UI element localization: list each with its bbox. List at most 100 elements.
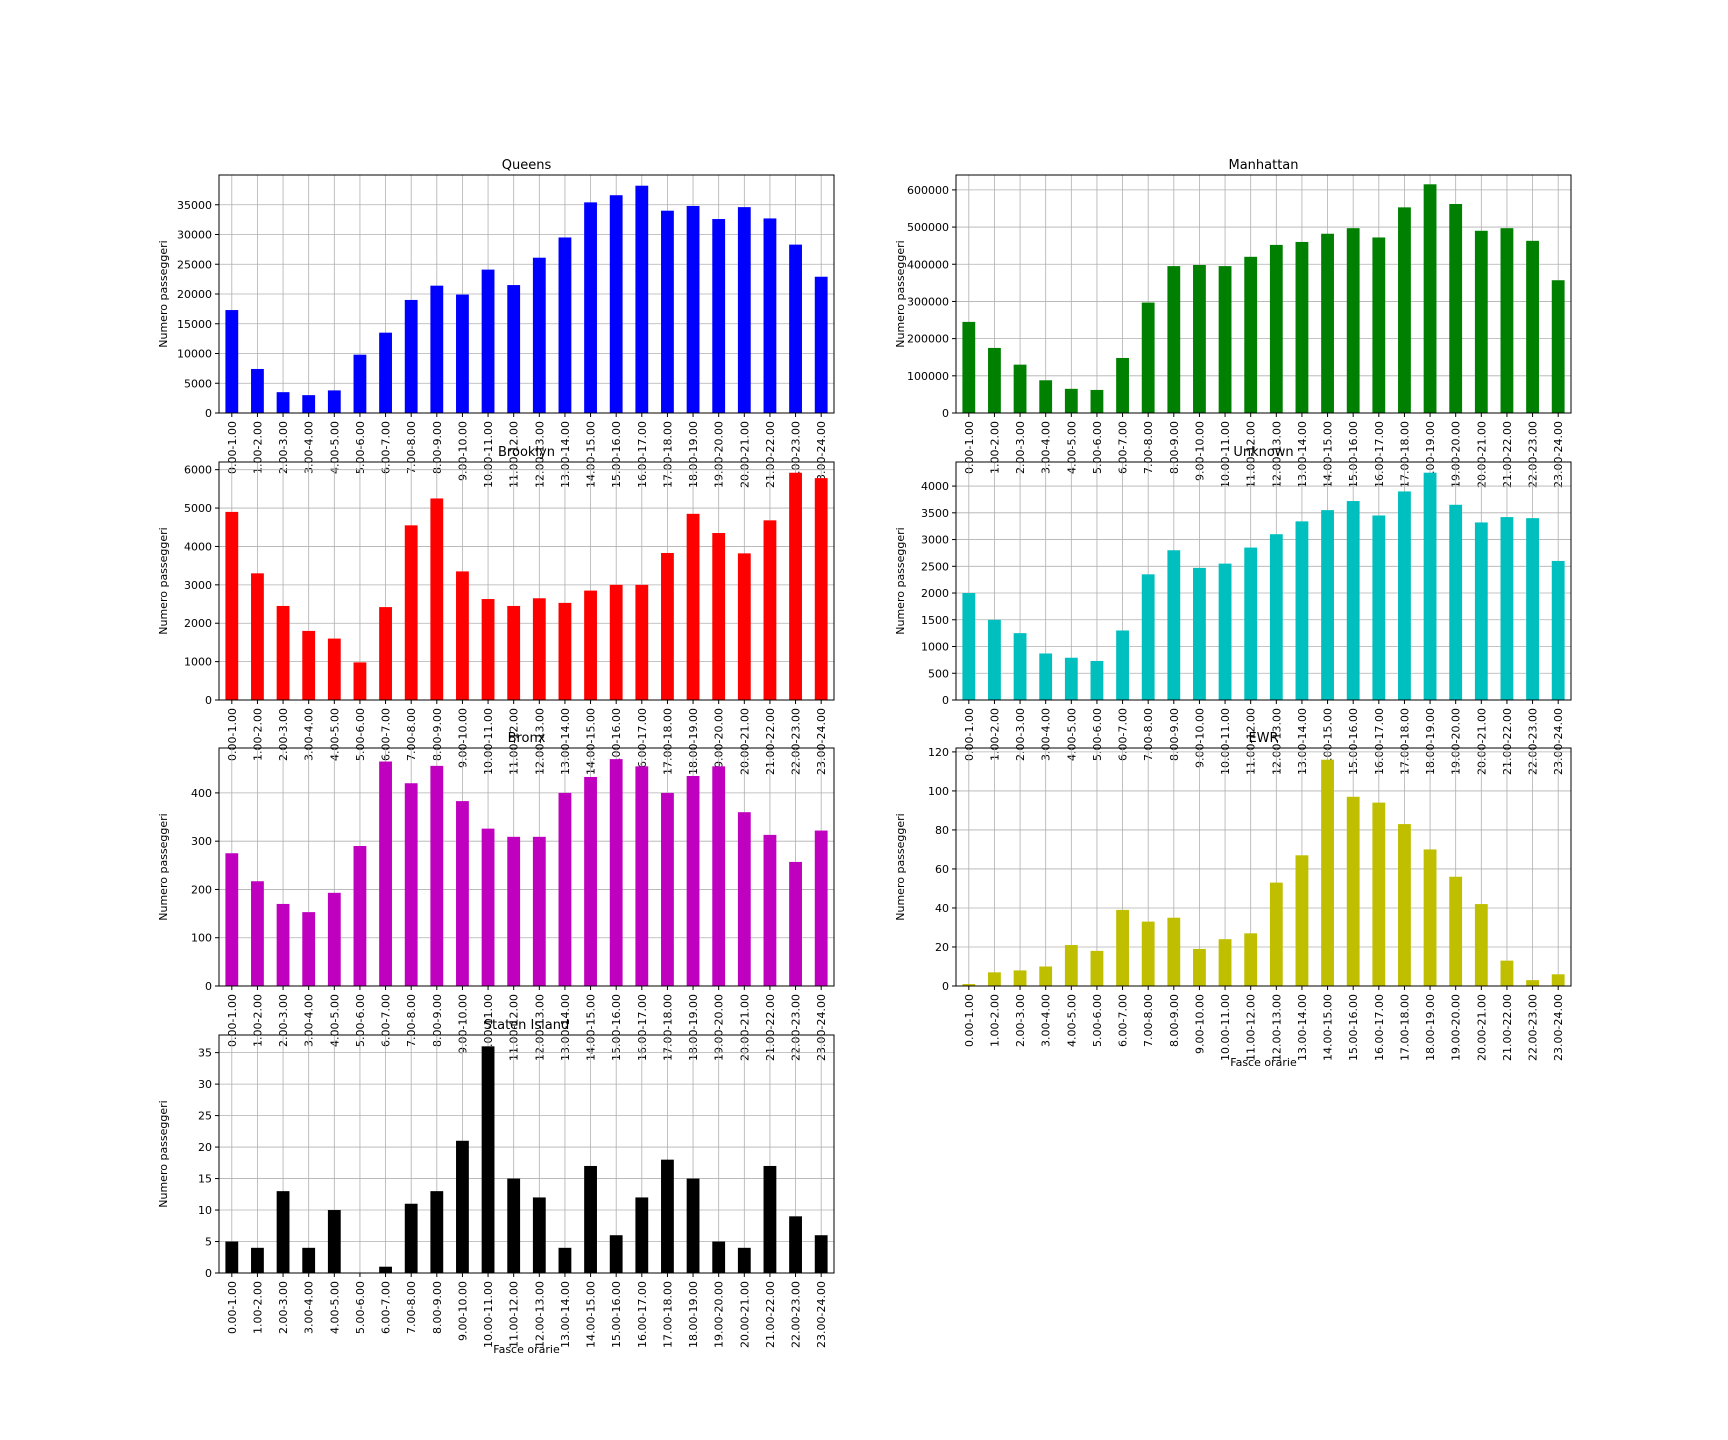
y-tick-label: 1500	[921, 614, 949, 627]
chart-brooklyn: 0 1000 2000 3000 4000 5000 6000 0.00-1.00 1.00-2…	[157, 445, 835, 775]
x-axis-label: Fasce orarie	[493, 1343, 560, 1356]
y-tick-label: 35	[198, 1047, 212, 1060]
x-tick-label: 19.00-20.00	[713, 994, 726, 1061]
bar	[1218, 939, 1232, 986]
bar	[353, 662, 367, 700]
bar	[1423, 849, 1437, 986]
bar	[532, 257, 546, 413]
x-tick-label: 3.00-4.00	[1040, 994, 1053, 1047]
y-tick-label: 300	[191, 835, 212, 848]
x-tick-label: 18.00-19.00	[687, 1281, 700, 1348]
y-tick-label: 35000	[177, 199, 212, 212]
bar	[507, 605, 521, 700]
x-tick-label: 14.00-15.00	[585, 421, 598, 488]
y-tick-label: 30000	[177, 229, 212, 242]
bar	[814, 276, 828, 413]
bar	[507, 285, 521, 413]
bar	[302, 912, 316, 986]
chart-queens: 0 5000 10000 15000 20000 25000 30000 35000 0.00-…	[157, 158, 835, 488]
x-tick-label: 9.00-10.00	[456, 421, 469, 481]
bar	[327, 638, 341, 700]
bar	[1551, 280, 1565, 413]
x-tick-label: 13.00-14.00	[1296, 708, 1309, 775]
bar	[1064, 388, 1078, 413]
x-tick-label: 16.00-17.00	[636, 1281, 649, 1348]
bar	[763, 218, 777, 413]
x-tick-label: 15.00-16.00	[1347, 994, 1360, 1061]
y-axis-label: Numero passeggeri	[157, 240, 170, 347]
bar	[763, 834, 777, 986]
bar	[686, 513, 700, 700]
bar	[1295, 241, 1309, 413]
y-tick-label: 100	[928, 785, 949, 798]
x-tick-label: 2.00-3.00	[1014, 421, 1027, 474]
bar	[379, 607, 392, 700]
bar	[1039, 380, 1053, 413]
y-tick-label: 30	[198, 1078, 212, 1091]
y-axis-label: Numero passeggeri	[894, 240, 907, 347]
x-tick-label: 15.00-16.00	[1347, 708, 1360, 775]
x-tick-label: 12.00-13.00	[533, 708, 546, 775]
x-tick-label: 20.00-21.00	[738, 1281, 751, 1348]
x-tick-label: 17.00-18.00	[1398, 708, 1411, 775]
bar	[661, 1159, 674, 1273]
x-tick-label: 4.00-5.00	[1065, 708, 1078, 761]
y-tick-label: 2500	[921, 560, 949, 573]
x-tick-label: 22.00-23.00	[1527, 994, 1540, 1061]
bar	[737, 1247, 751, 1273]
bar	[1474, 904, 1488, 986]
x-tick-label: 1.00-2.00	[251, 1281, 264, 1334]
bar	[988, 972, 1001, 986]
x-tick-label: 13.00-14.00	[559, 421, 572, 488]
x-tick-label: 20.00-21.00	[738, 994, 751, 1061]
y-axis-label: Numero passeggeri	[157, 527, 170, 634]
bar	[1064, 945, 1078, 986]
x-tick-label: 2.00-3.00	[277, 708, 290, 761]
x-tick-label: 8.00-9.00	[431, 994, 444, 1047]
x-tick-label: 10.00-11.00	[482, 421, 495, 488]
x-tick-label: 6.00-7.00	[380, 1281, 393, 1334]
x-tick-label: 16.00-17.00	[1373, 708, 1386, 775]
y-tick-label: 15000	[177, 318, 212, 331]
x-tick-label: 2.00-3.00	[277, 421, 290, 474]
bar	[276, 903, 290, 986]
y-tick-label: 200	[191, 883, 212, 896]
bar	[532, 1197, 546, 1273]
x-tick-label: 9.00-10.00	[456, 994, 469, 1054]
y-tick-label: 1000	[921, 641, 949, 654]
bar	[1449, 504, 1463, 700]
x-tick-label: 6.00-7.00	[380, 708, 393, 761]
x-tick-label: 8.00-9.00	[1168, 421, 1181, 474]
bar	[507, 1178, 521, 1273]
y-tick-label: 3000	[184, 579, 212, 592]
x-tick-label: 11.00-12.00	[1245, 994, 1258, 1061]
chart-bronx: 0 100 200 300 400 0.00-1.00 1.00-2.00 2.00-3.00…	[157, 731, 835, 1061]
x-axis-label: Fasce orarie	[1230, 1056, 1297, 1069]
y-tick-label: 2000	[921, 587, 949, 600]
x-tick-label: 11.00-12.00	[1245, 708, 1258, 775]
y-tick-label: 5000	[184, 502, 212, 515]
x-tick-label: 7.00-8.00	[1142, 708, 1155, 761]
bar	[737, 207, 751, 413]
x-tick-label: 18.00-19.00	[1424, 994, 1437, 1061]
bar	[327, 390, 341, 413]
bar	[225, 310, 239, 413]
x-tick-label: 11.00-12.00	[508, 708, 521, 775]
bar	[558, 1247, 572, 1273]
x-tick-label: 7.00-8.00	[405, 708, 418, 761]
x-tick-label: 8.00-9.00	[431, 421, 444, 474]
bar	[962, 321, 976, 413]
axes-frame	[218, 461, 835, 701]
bar	[1526, 980, 1539, 986]
bar	[661, 552, 674, 700]
x-tick-label: 16.00-17.00	[1373, 994, 1386, 1061]
bar	[1090, 950, 1104, 986]
y-tick-label: 10	[198, 1204, 212, 1217]
bar	[789, 1216, 802, 1273]
x-tick-label: 17.00-18.00	[661, 994, 674, 1061]
x-tick-label: 10.00-11.00	[1219, 421, 1232, 488]
y-tick-label: 60	[935, 863, 949, 876]
x-tick-label: 21.00-22.00	[764, 708, 777, 775]
bar	[404, 783, 418, 986]
bar	[814, 1235, 828, 1273]
